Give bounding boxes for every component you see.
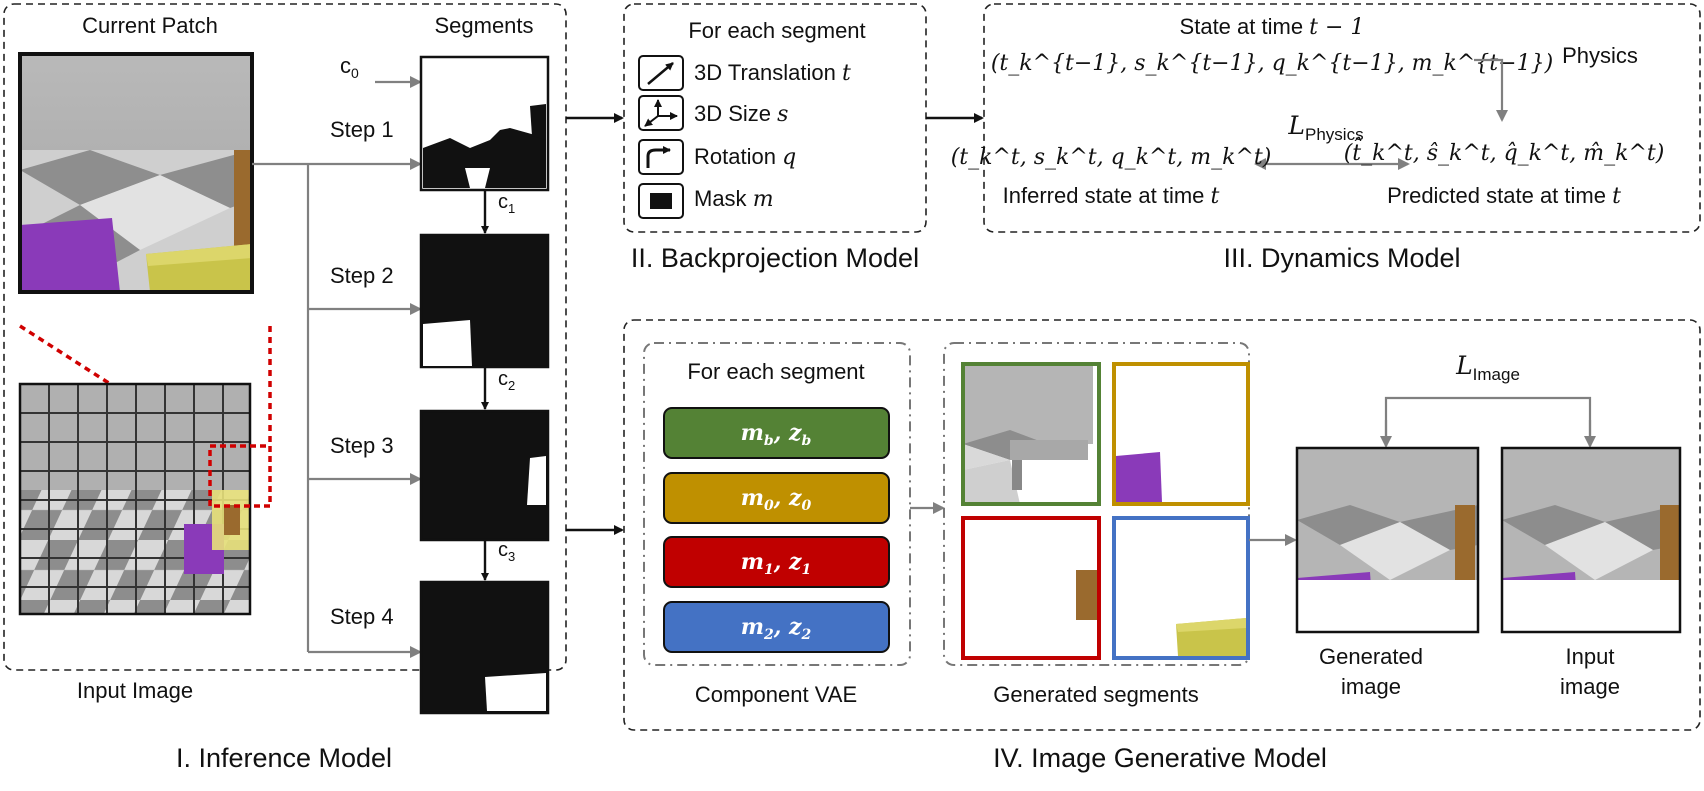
generative-title: IV. Image Generative Model <box>993 743 1327 773</box>
rotation-label: Rotation q <box>694 144 796 170</box>
dynamics-title: III. Dynamics Model <box>1223 243 1460 273</box>
generated-segments-label: Generated segments <box>993 682 1198 707</box>
segment-mask-2 <box>419 233 550 369</box>
input-image-label: Input Image <box>77 678 193 703</box>
generated-image-label-2: image <box>1341 674 1401 699</box>
step3-label: Step 3 <box>330 433 394 458</box>
size-label: 3D Size s <box>694 101 788 127</box>
input-image-label-2: image <box>1560 674 1620 699</box>
mask-label: Mask m <box>694 186 774 212</box>
mask-icon <box>638 183 684 219</box>
generated-segment-brown <box>961 516 1101 660</box>
segments-label: Segments <box>434 13 533 38</box>
current-patch-label: Current Patch <box>82 13 218 38</box>
current-patch-image <box>18 52 254 294</box>
size-icon <box>638 95 684 131</box>
vae-bar-b: mb, zb <box>663 407 890 459</box>
segment-mask-4 <box>419 580 550 715</box>
purple-block <box>20 218 120 292</box>
segment-mask-1 <box>419 55 550 192</box>
c3-label: c3 <box>498 539 515 564</box>
physics-loss-label: LPhysics <box>1287 111 1363 144</box>
generative-panel <box>623 319 1701 731</box>
c2-label: c2 <box>498 368 515 393</box>
step2-label: Step 2 <box>330 263 394 288</box>
dynamics-panel <box>983 3 1701 233</box>
backprojection-title: II. Backprojection Model <box>631 243 919 273</box>
input-image-copy <box>1500 446 1682 634</box>
translation-icon <box>638 55 684 91</box>
brown-block <box>234 150 252 250</box>
svg-text:m1, z1: m1, z1 <box>741 549 812 578</box>
backprojection-header: For each segment <box>688 18 865 43</box>
c1-label: c1 <box>498 191 515 216</box>
image-loss-arrows <box>1384 396 1592 446</box>
state-prev-label: State at time t − 1 <box>1180 14 1365 40</box>
svg-text:m0, z0: m0, z0 <box>741 485 812 514</box>
vae-header: For each segment <box>687 359 864 384</box>
vae-bar-0: m0, z0 <box>663 472 890 524</box>
physics-arrow <box>1474 58 1508 122</box>
predicted-tuple: (t̂_k^t, ŝ_k^t, q̂_k^t, m̂_k^t) <box>1344 137 1665 166</box>
image-loss-label: LImage <box>1455 351 1520 384</box>
rotation-icon <box>638 139 684 175</box>
translation-label: 3D Translation t <box>694 60 851 86</box>
svg-text:mb, zb: mb, zb <box>741 420 812 449</box>
inference-panel <box>3 3 567 671</box>
inferred-state-label: Inferred state at time t <box>1003 183 1220 209</box>
generated-image-label-1: Generated <box>1319 644 1423 669</box>
step4-label: Step 4 <box>330 604 394 629</box>
vae-bar-1: m1, z1 <box>663 536 890 588</box>
state-prev-tuple: (t_k^{t−1}, s_k^{t−1}, q_k^{t−1}, m_k^{t… <box>991 51 1553 76</box>
inferred-tuple: (t_k^t, s_k^t, q_k^t, m_k^t) <box>951 145 1272 170</box>
inference-title: I. Inference Model <box>176 743 392 773</box>
generated-segment-purple <box>1112 362 1250 506</box>
vae-bar-2: m2, z2 <box>663 601 890 653</box>
svg-text:m2, z2: m2, z2 <box>741 614 812 643</box>
generated-segment-background <box>961 362 1101 506</box>
physics-label: Physics <box>1562 43 1638 68</box>
step1-label: Step 1 <box>330 117 394 142</box>
segment-mask-3 <box>419 409 550 542</box>
generated-image <box>1295 446 1480 634</box>
input-image-label-1: Input <box>1566 644 1615 669</box>
component-vae-box <box>643 342 911 666</box>
patch-highlight <box>208 444 272 508</box>
component-vae-label: Component VAE <box>695 682 857 707</box>
input-image <box>18 382 272 616</box>
predicted-state-label: Predicted state at time t <box>1387 183 1621 209</box>
c0-label: c0 <box>340 53 359 81</box>
generated-segment-yellow <box>1112 516 1250 660</box>
